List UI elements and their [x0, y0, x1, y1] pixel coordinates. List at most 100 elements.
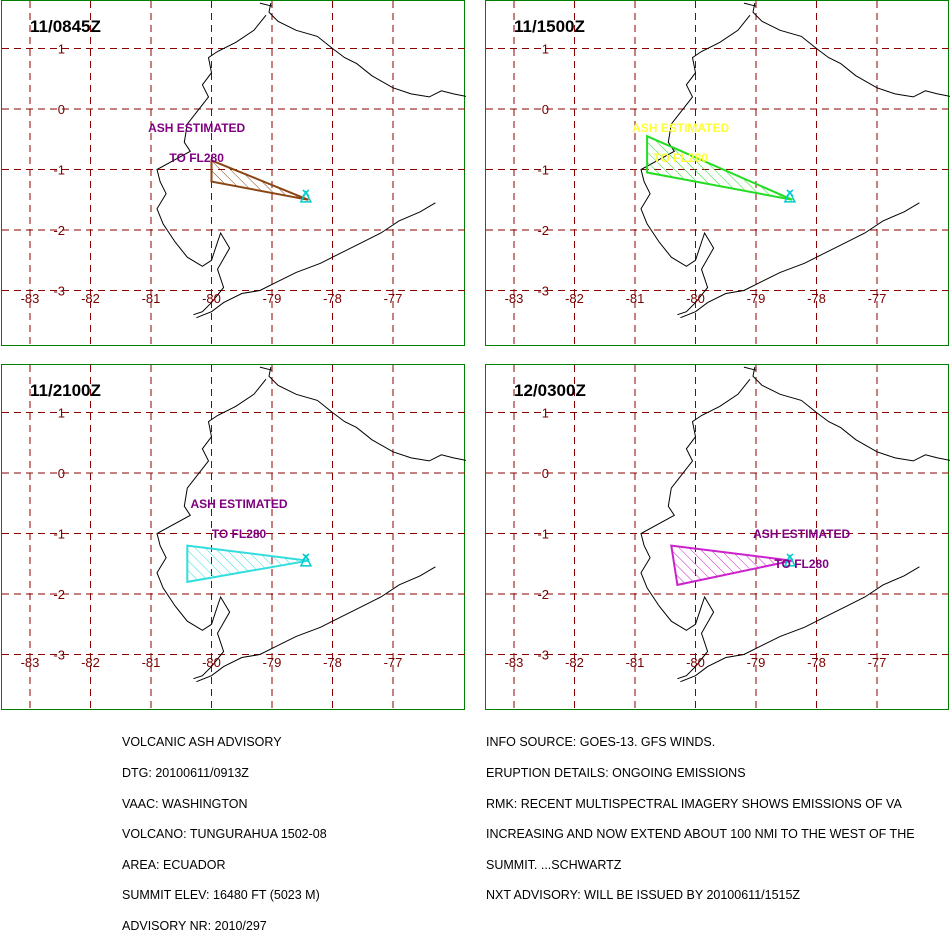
volcano-marker-icon: [299, 190, 313, 203]
coastline: [640, 378, 751, 680]
ash-cloud-polygon: [186, 544, 309, 584]
coastline: [156, 14, 267, 316]
lon-tick-label: -83: [21, 655, 40, 670]
coastline: [752, 3, 950, 98]
lat-tick-label: -2: [53, 223, 65, 238]
coastline: [640, 14, 751, 316]
advisory-remarks-block: INFO SOURCE: GOES-13. GFS WINDS. ERUPTIO…: [486, 717, 915, 911]
advisory-line: NXT ADVISORY: WILL BE ISSUED BY 20100611…: [486, 888, 801, 903]
coastline: [268, 367, 466, 462]
volcano-x-icon: [786, 189, 794, 197]
lon-tick-label: -79: [747, 291, 766, 306]
advisory-line: INCREASING AND NOW EXTEND ABOUT 100 NMI …: [486, 827, 915, 842]
advisory-line: RMK: RECENT MULTISPECTRAL IMAGERY SHOWS …: [486, 796, 902, 811]
coastline: [268, 3, 466, 98]
ash-label: ASH ESTIMATED TO FL280: [632, 103, 729, 183]
lat-tick-label: 0: [58, 102, 65, 117]
advisory-line: DTG: 20100611/0913Z: [122, 766, 249, 780]
coastline: [259, 366, 273, 371]
map-panel-1: -83 -82 -81 -80 -79 -78 -77 1 0 -1 -2 -3 11/0845Z A…: [1, 0, 466, 347]
lon-tick-label: -79: [263, 291, 282, 306]
ash-label-line2: TO FL280: [774, 557, 829, 572]
ash-cloud-polygon: [210, 158, 309, 201]
lon-tick-label: -77: [384, 655, 403, 670]
lon-tick-label: -80: [686, 291, 705, 306]
lat-tick-label: -3: [537, 284, 549, 299]
ash-label: ASH ESTIMATED TO FL280: [148, 103, 245, 183]
lat-tick-label: -2: [537, 587, 549, 602]
advisory-line: VOLCANIC ASH ADVISORY: [122, 735, 282, 750]
lon-tick-label: -80: [202, 655, 221, 670]
map-canvas-3: -83 -82 -81 -80 -79 -78 -77 1 0 -1 -2 -3: [2, 365, 466, 711]
coastline: [680, 202, 920, 319]
lon-tick-label: -80: [202, 291, 221, 306]
volcano-marker-icon: [783, 554, 797, 567]
advisory-line: ERUPTION DETAILS: ONGOING EMISSIONS: [486, 766, 746, 780]
map-panel-3: -83 -82 -81 -80 -79 -78 -77 1 0 -1 -2 -3 11/2100Z A…: [1, 364, 466, 711]
lon-tick-label: -77: [868, 655, 887, 670]
lon-tick-label: -81: [626, 291, 645, 306]
ash-cloud-polygon: [646, 134, 793, 201]
map-canvas-1: -83 -82 -81 -80 -79 -78 -77 1 0 -1 -2 -3: [2, 1, 466, 347]
lat-tick-label: -3: [53, 648, 65, 663]
lon-tick-label: -78: [807, 291, 826, 306]
coastline: [196, 202, 436, 319]
lon-tick-label: -82: [565, 655, 584, 670]
ash-label-line2: TO FL280: [653, 150, 708, 165]
panel-time: 11/0845Z: [30, 17, 101, 36]
lat-tick-label: -2: [537, 223, 549, 238]
lon-tick-label: -78: [323, 291, 342, 306]
ash-label-line1: ASH ESTIMATED: [190, 497, 288, 512]
lon-tick-label: -82: [565, 291, 584, 306]
lon-tick-label: -77: [868, 291, 887, 306]
lon-tick-label: -77: [384, 291, 403, 306]
advisory-line: INFO SOURCE: GOES-13. GFS WINDS.: [486, 735, 716, 750]
ash-label-line1: ASH ESTIMATED: [148, 120, 246, 135]
map-panel-2: -83 -82 -81 -80 -79 -78 -77 1 0 -1 -2 -3 11/1500Z A…: [485, 0, 950, 347]
lat-tick-label: 0: [542, 466, 549, 481]
coastline: [259, 2, 273, 7]
panel-time: 11/1500Z: [514, 17, 585, 36]
advisory-line: VOLCANO: TUNGURAHUA 1502-08: [122, 827, 327, 842]
advisory-line: SUMMIT. ...SCHWARTZ: [486, 857, 622, 872]
lon-tick-label: -81: [142, 655, 161, 670]
volcano-marker-icon: [783, 190, 797, 203]
coastline: [743, 2, 757, 7]
lat-tick-label: 0: [542, 102, 549, 117]
volcano-x-icon: [302, 189, 310, 197]
advisory-line: ADVISORY NR: 2010/297: [122, 918, 267, 933]
advisory-line: SUMMIT ELEV: 16480 FT (5023 M): [122, 888, 320, 903]
lon-tick-label: -78: [807, 655, 826, 670]
lon-tick-label: -82: [81, 291, 100, 306]
coastline: [743, 366, 757, 371]
lat-tick-label: -1: [53, 527, 65, 542]
lat-tick-label: -1: [537, 527, 549, 542]
lon-tick-label: -83: [21, 291, 40, 306]
lon-tick-label: -81: [142, 291, 161, 306]
ash-label-line2: TO FL280: [169, 150, 224, 165]
volcano-x-icon: [786, 553, 794, 561]
lon-tick-label: -79: [747, 655, 766, 670]
coastline: [680, 566, 920, 683]
lat-tick-label: 1: [58, 406, 65, 421]
advisory-line: VAAC: WASHINGTON: [122, 796, 248, 811]
map-panel-4: -83 -82 -81 -80 -79 -78 -77 1 0 -1 -2 -3 12/0300Z A…: [485, 364, 950, 711]
volcano-marker-icon: [299, 554, 313, 567]
lat-tick-label: -1: [53, 163, 65, 178]
ash-label-line2: TO FL280: [211, 527, 267, 542]
map-canvas-2: -83 -82 -81 -80 -79 -78 -77 1 0 -1 -2 -3: [486, 1, 950, 347]
ash-cloud-polygon: [670, 544, 793, 587]
lat-tick-label: -2: [53, 587, 65, 602]
lat-tick-label: -1: [537, 163, 549, 178]
lon-tick-label: -78: [323, 655, 342, 670]
lon-tick-label: -83: [505, 655, 524, 670]
ash-label-line1: ASH ESTIMATED: [753, 527, 851, 542]
lat-tick-label: -3: [53, 284, 65, 299]
lat-tick-label: -3: [537, 648, 549, 663]
volcano-x-icon: [302, 553, 310, 561]
coastline: [196, 566, 436, 683]
ash-label: ASH ESTIMATED TO FL280: [190, 479, 287, 559]
panel-time: 12/0300Z: [514, 381, 586, 400]
lon-tick-label: -81: [626, 655, 645, 670]
lon-tick-label: -82: [81, 655, 100, 670]
